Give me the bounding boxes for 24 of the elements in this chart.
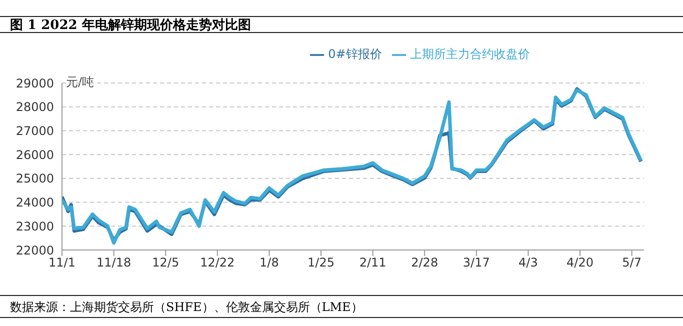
x-tick-label: 12/5	[152, 256, 180, 270]
legend-label: 上期所主力合约收盘价	[410, 47, 530, 61]
y-tick-label: 26000	[16, 148, 54, 162]
x-tick-label: 1/8	[260, 256, 279, 270]
x-tick-label: 2/28	[411, 256, 438, 270]
y-tick-label: 27000	[16, 124, 54, 138]
x-tick-label: 1/25	[308, 256, 334, 270]
legend-label: 0#锌报价	[328, 47, 382, 61]
chart-title: 图 1 2022 年电解锌期现价格走势对比图	[0, 16, 683, 33]
y-tick-label: 28000	[16, 100, 54, 114]
y-tick-label: 22000	[16, 243, 54, 258]
x-tick-label: 2/11	[359, 256, 386, 270]
source-note: 数据来源：上海期货交易所（SHFE）、伦敦金属交易所（LME）	[10, 300, 363, 314]
x-tick-label: 3/17	[462, 256, 490, 270]
x-tick-label: 4/20	[566, 256, 594, 270]
y-tick-label: 23000	[16, 219, 54, 234]
y-tick-label: 25000	[16, 172, 54, 186]
y-tick-label: 24000	[16, 196, 54, 210]
y-tick-label: 29000	[16, 76, 54, 90]
x-tick-label: 12/22	[200, 256, 235, 270]
x-tick-label: 11/18	[96, 256, 132, 270]
x-tick-label: 11/1	[48, 256, 76, 270]
x-tick-label: 5/7	[622, 256, 642, 270]
x-tick-label: 4/3	[518, 256, 538, 270]
